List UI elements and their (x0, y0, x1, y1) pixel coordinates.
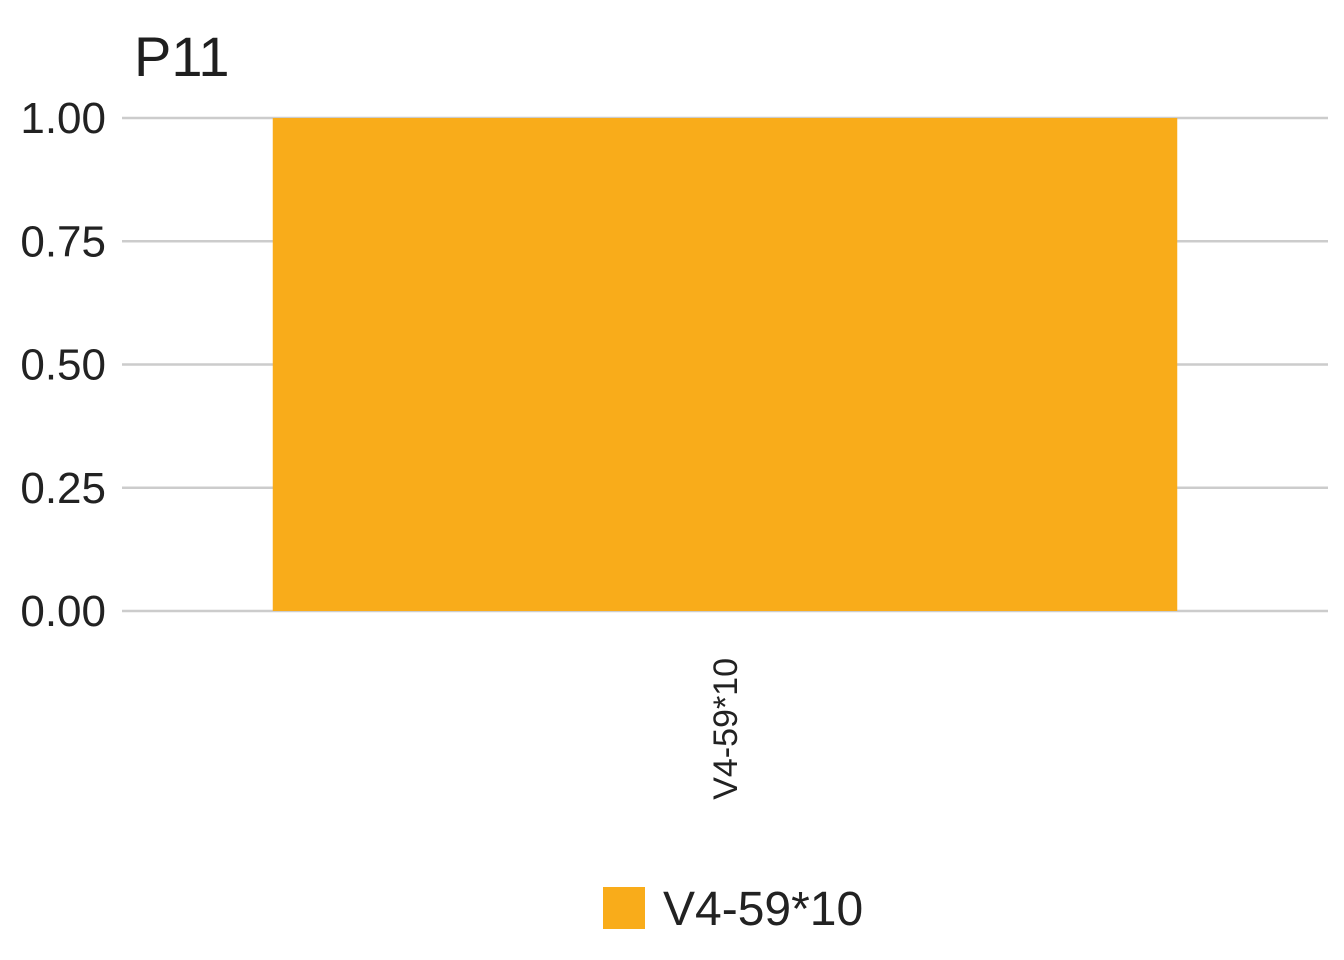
y-tick-label: 1.00 (20, 94, 106, 143)
bar (272, 118, 1178, 611)
chart-title: P11 (134, 25, 229, 88)
y-tick-label: 0.75 (20, 217, 106, 266)
x-axis: V4-59*10 (707, 658, 745, 800)
legend-label: V4-59*10 (663, 883, 863, 936)
bars (272, 118, 1178, 611)
legend-key (603, 887, 645, 929)
y-axis: 0.00 0.25 0.50 0.75 1.00 (20, 94, 106, 636)
y-tick-label: 0.25 (20, 464, 106, 513)
y-tick-label: 0.00 (20, 587, 106, 636)
y-tick-label: 0.50 (20, 341, 106, 390)
x-tick-label: V4-59*10 (707, 658, 745, 800)
legend: V4-59*10 (603, 883, 863, 936)
